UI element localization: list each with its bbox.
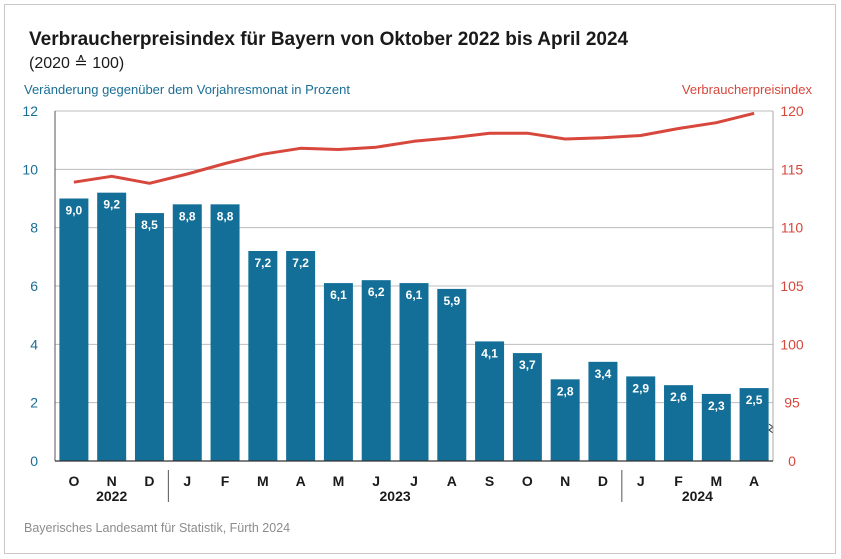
bar-value-label: 7,2 — [254, 256, 271, 270]
bar-value-label: 8,5 — [141, 218, 158, 232]
bar — [701, 393, 731, 461]
bar-value-label: 3,7 — [519, 358, 536, 372]
year-label: 2023 — [380, 488, 411, 504]
x-tick-label: F — [221, 473, 230, 489]
x-tick-label: J — [183, 473, 191, 489]
bar — [97, 192, 127, 461]
bar-value-label: 8,8 — [179, 209, 196, 223]
bar — [739, 388, 769, 461]
bar-value-label: 7,2 — [292, 256, 309, 270]
bar — [361, 280, 391, 461]
axis-break-icon — [768, 423, 774, 434]
bar-value-label: 2,3 — [708, 399, 725, 413]
bar-value-label: 4,1 — [481, 346, 498, 360]
left-axis-label: Veränderung gegenüber dem Vorjahresmonat… — [24, 82, 350, 97]
bar — [475, 341, 505, 461]
x-tick-label: O — [522, 473, 533, 489]
chart-title: Verbraucherpreisindex für Bayern von Okt… — [29, 29, 629, 50]
bar — [588, 361, 618, 461]
bar-value-label: 8,8 — [217, 209, 234, 223]
bar-value-label: 6,2 — [368, 285, 385, 299]
x-tick-label: J — [410, 473, 418, 489]
x-tick-label: J — [637, 473, 645, 489]
right-axis-label: Verbraucherpreisindex — [681, 82, 812, 97]
source-note: Bayerisches Landesamt für Statistik, Für… — [24, 521, 291, 535]
bar-value-label: 9,0 — [66, 204, 83, 218]
x-tick-label: M — [257, 473, 269, 489]
x-tick-label: D — [598, 473, 608, 489]
bar-value-label: 3,4 — [595, 367, 612, 381]
bar-value-label: 2,9 — [632, 381, 649, 395]
bar-value-label: 2,5 — [746, 393, 763, 407]
bar-value-label: 9,2 — [103, 198, 120, 212]
bar — [550, 379, 580, 461]
right-tick-label: 105 — [780, 278, 804, 294]
bar — [134, 213, 164, 461]
bar-value-label: 6,1 — [406, 288, 423, 302]
x-tick-label: O — [68, 473, 79, 489]
bar — [323, 283, 353, 461]
x-tick-label: J — [372, 473, 380, 489]
year-label: 2024 — [682, 488, 713, 504]
right-tick-label: 95 — [784, 395, 800, 411]
x-tick-label: N — [107, 473, 117, 489]
bar — [59, 198, 89, 461]
bar-value-label: 2,8 — [557, 384, 574, 398]
left-tick-label: 8 — [30, 220, 38, 236]
left-tick-label: 10 — [22, 161, 38, 177]
chart-subtitle: (2020 ≙ 100) — [29, 55, 125, 72]
right-tick-label: 100 — [780, 336, 804, 352]
bar-value-label: 2,6 — [670, 390, 687, 404]
x-tick-label: A — [296, 473, 306, 489]
bar-value-label: 6,1 — [330, 288, 347, 302]
bar — [437, 288, 467, 461]
bar-value-label: 5,9 — [443, 294, 460, 308]
bar — [626, 376, 656, 461]
right-tick-label: 0 — [788, 453, 796, 469]
x-tick-label: D — [144, 473, 154, 489]
left-tick-label: 12 — [22, 103, 38, 119]
x-tick-label: M — [710, 473, 722, 489]
x-tick-label: N — [560, 473, 570, 489]
right-tick-label: 110 — [781, 220, 804, 236]
x-tick-label: F — [674, 473, 683, 489]
left-tick-label: 0 — [30, 453, 38, 469]
x-tick-label: A — [749, 473, 759, 489]
year-label: 2022 — [96, 488, 127, 504]
left-tick-label: 4 — [30, 336, 38, 352]
bar — [512, 353, 542, 461]
right-tick-label: 115 — [781, 161, 804, 177]
bar — [286, 251, 316, 461]
bar — [248, 251, 278, 461]
bar — [172, 204, 202, 462]
index-line — [73, 111, 755, 185]
left-tick-label: 2 — [30, 395, 38, 411]
bar — [210, 204, 240, 462]
bar — [664, 385, 694, 461]
x-tick-label: M — [333, 473, 345, 489]
x-tick-label: A — [447, 473, 457, 489]
x-tick-label: S — [485, 473, 494, 489]
left-tick-label: 6 — [30, 278, 38, 294]
right-tick-label: 120 — [780, 103, 804, 119]
bar — [399, 283, 429, 461]
